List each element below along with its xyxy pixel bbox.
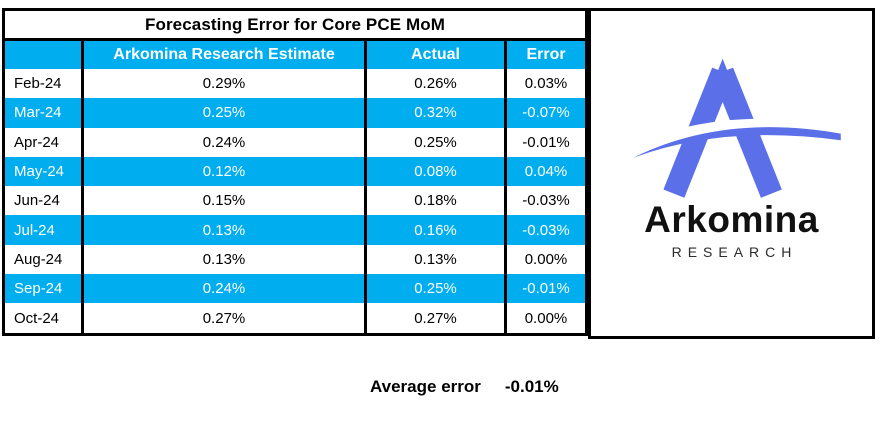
- error-cell: -0.01%: [507, 274, 585, 304]
- estimate-cell: 0.25%: [84, 98, 367, 128]
- average-error-value: -0.01%: [504, 377, 559, 396]
- estimate-cell: 0.13%: [84, 215, 367, 245]
- month-cell: Apr-24: [5, 127, 84, 157]
- error-cell: 0.03%: [507, 69, 585, 99]
- error-cell: -0.01%: [507, 127, 585, 157]
- month-cell: Jun-24: [5, 186, 84, 216]
- estimate-cell: 0.15%: [84, 186, 367, 216]
- actual-cell: 0.27%: [367, 303, 507, 333]
- actual-cell: 0.13%: [367, 244, 507, 275]
- actual-cell: 0.25%: [367, 127, 507, 157]
- column-header-actual: Actual: [367, 41, 507, 69]
- arkomina-a-icon: [616, 58, 846, 198]
- actual-cell: 0.26%: [367, 69, 507, 99]
- actual-cell: 0.16%: [367, 215, 507, 245]
- month-cell: Feb-24: [5, 69, 84, 99]
- column-header-estimate: Arkomina Research Estimate: [84, 41, 367, 69]
- actual-cell: 0.32%: [367, 98, 507, 128]
- actual-cell: 0.25%: [367, 274, 507, 304]
- table-grid: Arkomina Research Estimate Actual Error …: [5, 41, 585, 333]
- column-header-error: Error: [507, 41, 585, 69]
- estimate-cell: 0.29%: [84, 69, 367, 99]
- average-error-label: Average error: [370, 377, 481, 396]
- average-error-row: Average error -0.01%: [370, 377, 559, 397]
- brand-subtitle: RESEARCH: [671, 244, 798, 260]
- estimate-cell: 0.12%: [84, 156, 367, 187]
- error-cell: 0.00%: [507, 303, 585, 333]
- table-title: Forecasting Error for Core PCE MoM: [5, 11, 585, 41]
- brand-name: Arkomina: [644, 199, 819, 240]
- month-cell: Aug-24: [5, 244, 84, 275]
- error-cell: -0.07%: [507, 98, 585, 128]
- month-cell: Mar-24: [5, 98, 84, 128]
- estimate-cell: 0.13%: [84, 244, 367, 275]
- actual-cell: 0.08%: [367, 156, 507, 187]
- column-header-month: [5, 41, 84, 69]
- error-cell: -0.03%: [507, 215, 585, 245]
- month-cell: Jul-24: [5, 215, 84, 245]
- arkomina-logo-panel: Arkomina RESEARCH: [588, 8, 875, 339]
- error-cell: 0.04%: [507, 156, 585, 187]
- month-cell: May-24: [5, 156, 84, 187]
- estimate-cell: 0.27%: [84, 303, 367, 333]
- forecast-error-table: Forecasting Error for Core PCE MoM Arkom…: [2, 8, 588, 336]
- error-cell: 0.00%: [507, 244, 585, 275]
- month-cell: Oct-24: [5, 303, 84, 333]
- estimate-cell: 0.24%: [84, 127, 367, 157]
- month-cell: Sep-24: [5, 274, 84, 304]
- error-cell: -0.03%: [507, 186, 585, 216]
- estimate-cell: 0.24%: [84, 274, 367, 304]
- actual-cell: 0.18%: [367, 186, 507, 216]
